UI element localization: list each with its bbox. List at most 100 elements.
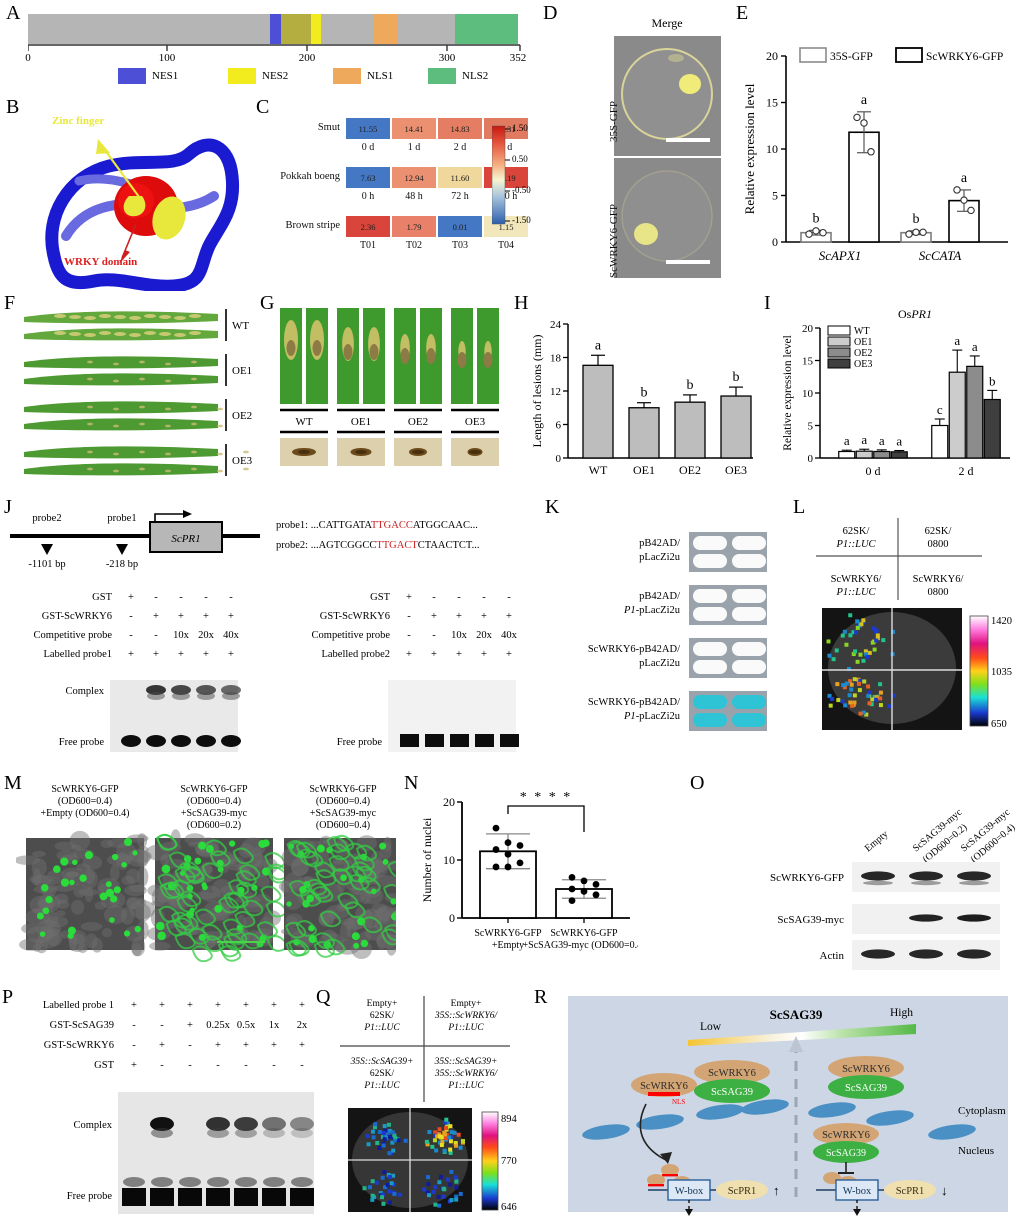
svg-graphic: ScWRKY6-GFP(OD600=0.4)+Empty (OD600=0.4)… bbox=[16, 782, 396, 962]
svg-text:10x: 10x bbox=[173, 630, 190, 641]
svg-text:1420: 1420 bbox=[991, 616, 1012, 627]
panel-c-heatmap: Smut 11.55 0 d 14.41 1 d 14.83 2 d 13.31 5 d Pokk… bbox=[268, 118, 518, 273]
panel-label-f: F bbox=[4, 292, 15, 315]
panel-k-yeast: pB42AD/pLacZi2u pB42AD/P1-pLacZi2u ScWRKY6… bbox=[556, 528, 786, 748]
svg-text:Labelled probe2: Labelled probe2 bbox=[321, 649, 390, 660]
svg-text:0: 0 bbox=[449, 911, 455, 925]
svg-text:probe1: probe1 bbox=[107, 513, 136, 524]
svg-text:-: - bbox=[154, 592, 158, 603]
svg-text:+: + bbox=[431, 649, 437, 660]
heatmap-cell: 11.55 bbox=[346, 118, 390, 139]
svg-text:P1-pLacZi2u: P1-pLacZi2u bbox=[623, 605, 681, 616]
heatmap-col-tick: T01 bbox=[360, 240, 376, 251]
panel-a-legend-label-nes2: NES2 bbox=[262, 70, 288, 82]
svg-text:* * * *: * * * * bbox=[520, 790, 573, 805]
svg-text:+: + bbox=[215, 1040, 221, 1051]
svg-text:-: - bbox=[407, 611, 411, 622]
panel-j-content: ScPR1ATGprobe2-1101 bpprobe1-218 bpprobe… bbox=[0, 508, 540, 758]
svg-graphic: 05101520a a a a0 dca ab2 dWTOE1OE2OE3OsPR1Re… bbox=[778, 306, 1018, 492]
panel-a-tick-0: 0 bbox=[25, 52, 31, 64]
svg-text:0.25x: 0.25x bbox=[206, 1020, 230, 1031]
svg-text:pLacZi2u: pLacZi2u bbox=[639, 552, 681, 563]
panel-label-d: D bbox=[543, 2, 557, 25]
svg-graphic: pB42AD/pLacZi2upB42AD/P1-pLacZi2uScWRKY6… bbox=[556, 528, 786, 748]
svg-text:-: - bbox=[507, 592, 511, 603]
svg-text:WT: WT bbox=[589, 463, 608, 477]
svg-text:+ScSAG39-myc (OD600=0.4): +ScSAG39-myc (OD600=0.4) bbox=[523, 940, 638, 951]
svg-text:2x: 2x bbox=[297, 1020, 308, 1031]
svg-text:ScWRKY6-GFP: ScWRKY6-GFP bbox=[309, 784, 377, 795]
svg-text:ScWRKY6: ScWRKY6 bbox=[708, 1068, 756, 1079]
panel-a-legend-swatch-nls1 bbox=[333, 68, 361, 84]
heatmap-col-tick: T02 bbox=[406, 240, 422, 251]
svg-text:-: - bbox=[154, 630, 158, 641]
svg-text:+: + bbox=[159, 1040, 165, 1051]
svg-text:10x: 10x bbox=[451, 630, 468, 641]
svg-text:W-box: W-box bbox=[675, 1186, 704, 1197]
svg-text:WT: WT bbox=[295, 416, 312, 428]
svg-text:Empty+: Empty+ bbox=[367, 999, 398, 1009]
svg-text:-1101 bp: -1101 bp bbox=[28, 559, 65, 570]
svg-text:+: + bbox=[299, 1000, 305, 1011]
svg-text:NLS: NLS bbox=[672, 1098, 685, 1106]
svg-text:6: 6 bbox=[556, 420, 562, 432]
panel-a-axis bbox=[28, 44, 523, 52]
panel-d-image-scwrky6-gfp bbox=[614, 158, 721, 278]
panel-label-a: A bbox=[6, 2, 20, 25]
panel-d-row-label-35s-gfp: 35S-GFP bbox=[608, 101, 620, 142]
svg-graphic: ScPR1ATGprobe2-1101 bpprobe1-218 bpprobe… bbox=[0, 508, 540, 758]
svg-text:35S::ScWRKY6/: 35S::ScWRKY6/ bbox=[434, 1069, 499, 1079]
svg-text:+: + bbox=[187, 1020, 193, 1031]
panel-g-leaves: WT OE1 OE2 OE3 bbox=[276, 306, 511, 486]
svg-text:Low: Low bbox=[700, 1021, 722, 1033]
panel-a-legend-label-nes1: NES1 bbox=[152, 70, 178, 82]
heatmap-col-tick: 0 d bbox=[362, 142, 375, 153]
svg-text:-: - bbox=[300, 1060, 304, 1071]
svg-text:OE2: OE2 bbox=[854, 348, 872, 359]
panel-d-row-label-scwrky6-gfp: ScWRKY6-GFP bbox=[608, 204, 620, 278]
heatmap-cell: 7.63 bbox=[346, 167, 390, 188]
svg-text:OE2: OE2 bbox=[679, 463, 701, 477]
panel-d-column-header: Merge bbox=[651, 16, 682, 31]
svg-text:c: c bbox=[937, 402, 943, 417]
svg-text:ScPR1: ScPR1 bbox=[896, 1186, 925, 1197]
panel-c-cbar-tick-3: -0.50 bbox=[512, 185, 531, 195]
svg-text:+: + bbox=[128, 649, 134, 660]
svg-text:-: - bbox=[407, 630, 411, 641]
svg-text:ScPR1: ScPR1 bbox=[728, 1186, 757, 1197]
svg-text:a: a bbox=[961, 171, 968, 186]
heatmap-col-tick: 48 h bbox=[405, 191, 423, 202]
svg-graphic: Labelled probe 1 + + + + + + +GST-ScSAG39- - +0.2… bbox=[14, 996, 319, 1218]
svg-text:ScSAG39: ScSAG39 bbox=[826, 1148, 866, 1159]
panel-a-tick-100: 100 bbox=[159, 52, 176, 64]
panel-r-model: ScSAG39 Low High Cytoplasm Nucleus ScWRKY6 NLS… bbox=[560, 992, 1015, 1216]
svg-text:62SK/: 62SK/ bbox=[370, 1011, 395, 1021]
panel-a-legend-label-nls2: NLS2 bbox=[462, 70, 488, 82]
svg-text:probe1: ...CATTGATATTGACCATGGC: probe1: ...CATTGATATTGACCATGGCAAC... bbox=[276, 520, 478, 531]
panel-l-luc: 62SK/P1::LUC 62SK/0800 ScWRKY6/P1::LUC ScWR… bbox=[810, 512, 1020, 760]
svg-text:(OD600=0.4): (OD600=0.4) bbox=[316, 820, 370, 831]
svg-text:-: - bbox=[244, 1060, 248, 1071]
heatmap-cell: 1.79 bbox=[392, 216, 436, 237]
svg-text:GST-ScWRKY6: GST-ScWRKY6 bbox=[320, 611, 390, 622]
svg-text:a: a bbox=[861, 432, 867, 447]
svg-text:+ScSAG39-myc: +ScSAG39-myc bbox=[181, 808, 248, 819]
svg-text:+: + bbox=[243, 1000, 249, 1011]
svg-text:P1::LUC: P1::LUC bbox=[835, 539, 876, 550]
svg-text:Cytoplasm: Cytoplasm bbox=[958, 1105, 1006, 1117]
svg-text:b: b bbox=[813, 211, 820, 226]
svg-text:+: + bbox=[481, 611, 487, 622]
svg-text:Competitive probe: Competitive probe bbox=[312, 630, 391, 641]
svg-text:W-box: W-box bbox=[843, 1186, 872, 1197]
svg-text:GST: GST bbox=[94, 1060, 114, 1071]
svg-text:b: b bbox=[913, 212, 920, 227]
svg-text:ScWRKY6-GFP: ScWRKY6-GFP bbox=[180, 784, 248, 795]
svg-text:770: 770 bbox=[501, 1156, 517, 1167]
svg-graphic: Empty ScSAG39-myc(OD600=0.2)ScSAG39-myc(O… bbox=[700, 790, 1020, 970]
svg-text:650: 650 bbox=[991, 719, 1007, 730]
svg-text:-: - bbox=[132, 1040, 136, 1051]
svg-graphic: 01020 * * * *ScWRKY6-GFP+EmptyScWRKY6-GFP… bbox=[418, 786, 638, 966]
svg-graphic: WT OE1 OE2 OE3 bbox=[276, 306, 511, 486]
svg-text:Complex: Complex bbox=[74, 1120, 113, 1131]
svg-text:ATG: ATG bbox=[152, 508, 171, 511]
